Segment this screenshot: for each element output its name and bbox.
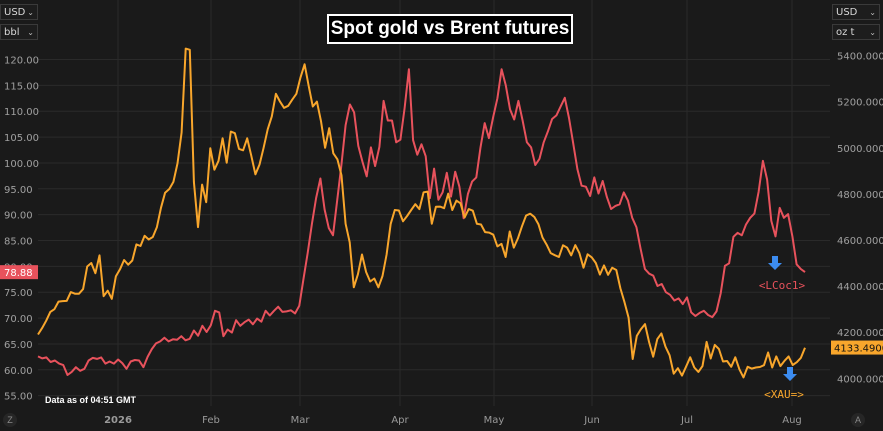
y-left-tick-label: 110.00 bbox=[4, 107, 39, 118]
y-right-tick-label: 4200.0000 bbox=[837, 328, 883, 339]
right-currency-select[interactable]: USD ⌄ bbox=[832, 4, 880, 20]
arrow-down-icon bbox=[783, 367, 797, 381]
y-left-tick-label: 95.00 bbox=[4, 185, 33, 196]
annotation-lcoc1: <LCoc1> bbox=[759, 256, 806, 292]
left-currency-value: USD bbox=[4, 7, 26, 18]
y-left-tick-label: 55.00 bbox=[4, 392, 33, 403]
y-left-tick-label: 85.00 bbox=[4, 237, 33, 248]
y-left-tick-label: 115.00 bbox=[4, 81, 39, 92]
xau-last-price-tag bbox=[831, 340, 883, 355]
y-right-tick-label: 4000.0000 bbox=[837, 374, 883, 385]
lcoc1-last-price-tag bbox=[0, 265, 38, 280]
y-right-tick-label: 4600.0000 bbox=[837, 236, 883, 247]
y-left-tick-label: 70.00 bbox=[4, 314, 33, 325]
right-unit-value: oz t bbox=[836, 27, 855, 38]
x-tick-label: 2026 bbox=[104, 415, 132, 426]
y-left-tick-label: 60.00 bbox=[4, 366, 33, 377]
x-tick-label: Aug bbox=[782, 415, 802, 426]
series-line-lcoc1 bbox=[37, 68, 806, 376]
y-right-tick-label: 5200.0000 bbox=[837, 98, 883, 109]
x-tick-label: Apr bbox=[391, 415, 409, 426]
chevron-down-icon: ⌄ bbox=[27, 28, 34, 37]
series-layer bbox=[37, 47, 806, 379]
zoom-reset-button[interactable]: Z bbox=[3, 413, 17, 427]
y-axis-left-ticks: 120.00 115.00 110.00 105.00 100.00 95.00 90.00… bbox=[4, 56, 39, 403]
x-tick-label: Feb bbox=[202, 415, 220, 426]
left-currency-select[interactable]: USD ⌄ bbox=[0, 4, 38, 20]
y-left-tick-label: 105.00 bbox=[4, 133, 39, 144]
x-tick-label: Jun bbox=[583, 415, 600, 426]
chevron-down-icon: ⌄ bbox=[869, 28, 876, 37]
xau-last-price-label: 4133.4900 bbox=[834, 344, 883, 355]
chevron-down-icon: ⌄ bbox=[27, 8, 34, 17]
y-right-tick-label: 4400.0000 bbox=[837, 282, 883, 293]
left-unit-value: bbl bbox=[4, 27, 20, 38]
y-left-tick-label: 75.00 bbox=[4, 288, 33, 299]
x-tick-label: May bbox=[484, 415, 505, 426]
y-right-tick-label: 5000.0000 bbox=[837, 144, 883, 155]
series-line-xau bbox=[37, 47, 806, 379]
x-tick-label: Mar bbox=[291, 415, 311, 426]
left-unit-select[interactable]: bbl ⌄ bbox=[0, 24, 38, 40]
y-right-tick-label: 5400.0000 bbox=[837, 52, 883, 63]
x-tick-label: Jul bbox=[680, 415, 693, 426]
chart-title: Spot gold vs Brent futures bbox=[327, 14, 573, 44]
y-axis-right-ticks: 5400.0000 5200.0000 5000.0000 4800.0000 4600… bbox=[837, 52, 883, 386]
data-timestamp-note: Data as of 04:51 GMT bbox=[45, 395, 137, 405]
annotation-lcoc1-label: <LCoc1> bbox=[759, 279, 806, 292]
auto-scale-button[interactable]: A bbox=[851, 413, 865, 427]
chevron-down-icon: ⌄ bbox=[869, 8, 876, 17]
arrow-down-icon bbox=[768, 256, 782, 270]
y-right-tick-label: 4800.0000 bbox=[837, 190, 883, 201]
right-unit-select[interactable]: oz t ⌄ bbox=[832, 24, 880, 40]
annotation-xau: <XAU=> bbox=[764, 367, 804, 401]
lcoc1-last-price-label: 78.88 bbox=[4, 268, 33, 279]
annotation-xau-label: <XAU=> bbox=[764, 388, 804, 401]
right-currency-value: USD bbox=[836, 7, 858, 18]
gridlines bbox=[38, 0, 830, 406]
y-left-tick-label: 120.00 bbox=[4, 56, 39, 67]
y-left-tick-label: 65.00 bbox=[4, 340, 33, 351]
y-left-tick-label: 90.00 bbox=[4, 211, 33, 222]
y-left-tick-label: 100.00 bbox=[4, 159, 39, 170]
x-axis-ticks: 2026 Feb Mar Apr May Jun Jul Aug bbox=[104, 415, 802, 426]
